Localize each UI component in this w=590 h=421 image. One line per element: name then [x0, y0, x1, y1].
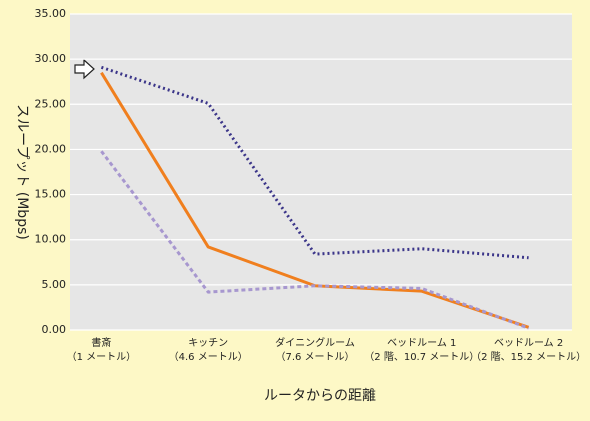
- series-line: [100, 65, 529, 260]
- x-tick-detail: （2 階、10.7 メートル）: [364, 351, 479, 363]
- x-axis-label: ルータからの距離: [264, 387, 376, 404]
- plot-area: [70, 14, 572, 330]
- y-tick-label: 25.00: [35, 97, 67, 110]
- y-tick-label: 5.00: [42, 278, 67, 291]
- x-tick-detail: （1 メートル）: [67, 351, 137, 363]
- x-tick-label: キッチン: [188, 337, 228, 349]
- y-axis-label: スループット (Mbps): [14, 104, 30, 240]
- x-tick-label: 書斎: [91, 336, 111, 349]
- y-tick-label: 0.00: [42, 323, 67, 336]
- y-tick-label: 10.00: [35, 233, 67, 246]
- y-tick-label: 15.00: [35, 188, 67, 201]
- y-tick-label: 20.00: [35, 142, 67, 155]
- x-tick-label: ダイニングルーム: [275, 336, 355, 349]
- x-tick-label: ベッドルーム 1: [387, 337, 456, 349]
- y-tick-label: 30.00: [35, 52, 67, 65]
- x-tick-detail: （7.6 メートル）: [275, 351, 354, 363]
- x-tick-label: ベッドルーム 2: [494, 337, 563, 349]
- y-tick-label: 35.00: [35, 7, 67, 20]
- x-tick-detail: （4.6 メートル）: [169, 351, 248, 363]
- series-line: [100, 150, 530, 330]
- pointer-arrow: [74, 58, 95, 80]
- x-tick-detail: （2 階、15.2 メートル）: [471, 351, 586, 363]
